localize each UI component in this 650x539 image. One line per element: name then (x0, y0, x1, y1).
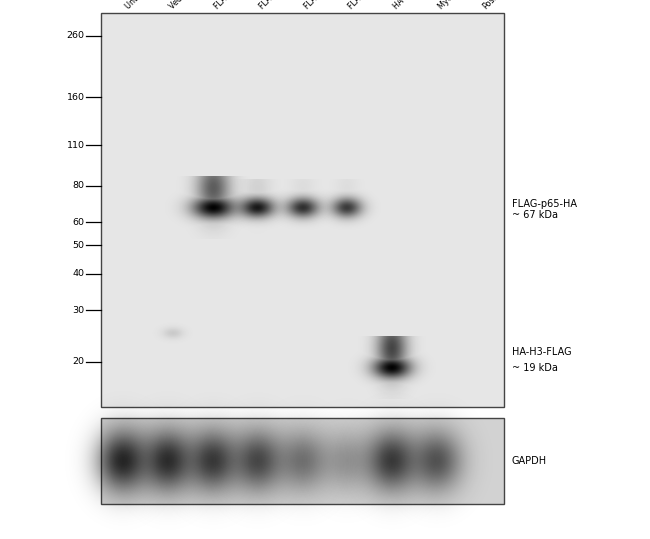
Text: 40: 40 (73, 269, 84, 278)
Text: ~ 19 kDa: ~ 19 kDa (512, 363, 558, 373)
Text: Myc-p65-V5 (40 µg): Myc-p65-V5 (40 µg) (437, 0, 499, 11)
Bar (101, 13, 504, 407)
Text: 30: 30 (72, 306, 84, 315)
Text: Vector Alone (40 µg): Vector Alone (40 µg) (168, 0, 233, 11)
Text: 50: 50 (73, 241, 84, 250)
Text: 20: 20 (73, 357, 84, 366)
Text: Positope: Positope (482, 0, 512, 11)
Text: HA-H3-FLAG (40 µg): HA-H3-FLAG (40 µg) (392, 0, 454, 11)
Text: 160: 160 (66, 93, 84, 102)
Text: Untransfected (40 µg): Untransfected (40 µg) (123, 0, 192, 11)
Bar (101, 418, 504, 504)
Text: ~ 67 kDa: ~ 67 kDa (512, 210, 558, 220)
Text: HA-H3-FLAG: HA-H3-FLAG (512, 348, 571, 357)
Text: 60: 60 (73, 218, 84, 226)
Text: FLAG-p65-HA (10 µg): FLAG-p65-HA (10 µg) (302, 0, 368, 11)
Text: GAPDH: GAPDH (512, 456, 547, 466)
Text: 260: 260 (66, 31, 84, 40)
Text: 80: 80 (73, 181, 84, 190)
Text: FLAG-p65-HA (20 µg): FLAG-p65-HA (20 µg) (257, 0, 324, 11)
Text: FLAG-p65-HA (5 µg): FLAG-p65-HA (5 µg) (347, 0, 410, 11)
Text: FLAG-p65-HA: FLAG-p65-HA (512, 199, 577, 209)
Text: 110: 110 (66, 141, 84, 150)
Text: FLAG-p65-HA (40 µg): FLAG-p65-HA (40 µg) (213, 0, 279, 11)
